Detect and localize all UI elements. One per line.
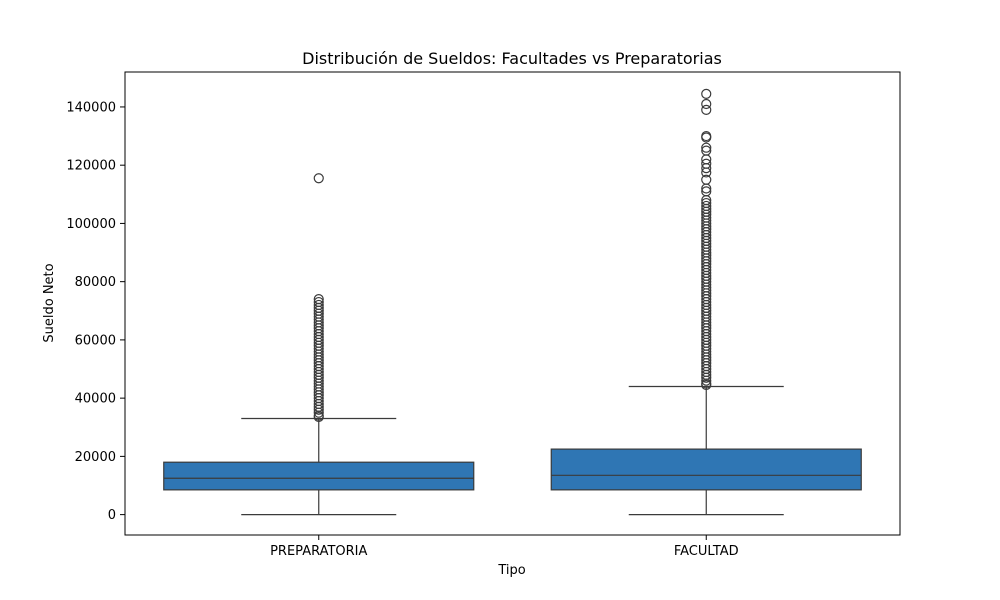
y-tick-label: 20000	[75, 450, 116, 465]
iqr-box	[550, 448, 862, 491]
iqr-box	[163, 461, 475, 491]
y-tick-label: 120000	[66, 159, 116, 174]
y-axis: 0 20000 40000 60000 80000 100000 120000 140000	[66, 100, 125, 523]
outlier-point	[701, 183, 712, 194]
outlier-point	[701, 372, 712, 383]
y-tick-label: 0	[108, 508, 116, 523]
outlier-point	[701, 132, 712, 143]
box-facultad	[550, 88, 862, 516]
x-tick-label-preparatoria: PREPARATORIA	[270, 544, 367, 559]
y-tick-label: 140000	[66, 100, 116, 115]
x-axis: PREPARATORIA FACULTAD	[270, 535, 739, 559]
outlier-point	[313, 411, 324, 423]
plot-frame	[124, 71, 901, 536]
outlier-point	[701, 167, 712, 178]
plot-area	[163, 88, 862, 516]
box-preparatoria	[163, 173, 475, 516]
chart-title: Distribución de Sueldos: Facultades vs P…	[302, 49, 722, 68]
x-axis-label: Tipo	[497, 563, 525, 578]
outlier-point	[701, 104, 712, 115]
outlier-point	[701, 98, 712, 110]
y-tick-label: 40000	[75, 392, 116, 407]
outlier-point	[313, 407, 324, 418]
y-axis-label: Sueldo Neto	[42, 263, 57, 342]
x-tick-label-facultad: FACULTAD	[674, 544, 739, 559]
outlier-point	[701, 88, 712, 99]
outlier-point	[701, 142, 712, 153]
y-tick-label: 60000	[75, 333, 116, 348]
y-tick-label: 100000	[66, 217, 116, 232]
y-tick-label: 80000	[75, 275, 116, 290]
outlier-point	[313, 173, 324, 184]
outlier-point	[701, 375, 712, 386]
outlier-point	[701, 379, 712, 391]
outlier-point	[313, 404, 324, 415]
outlier-point	[701, 162, 712, 174]
